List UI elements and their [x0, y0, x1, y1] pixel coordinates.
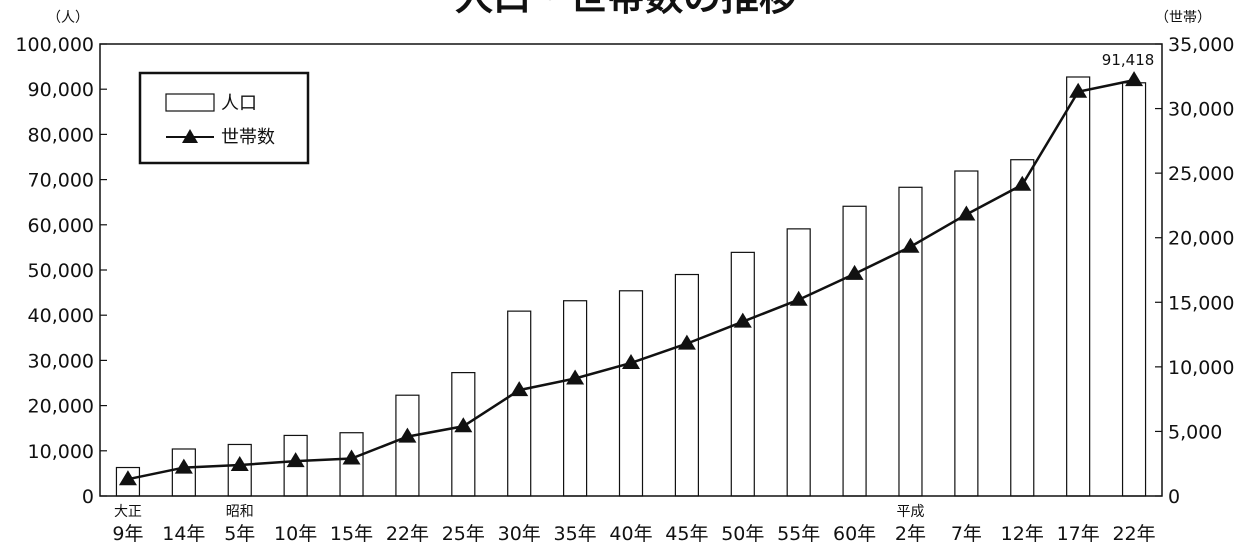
population-bar	[1066, 76, 1091, 497]
household-marker	[957, 205, 976, 221]
right-axis-unit: （世帯）	[1155, 10, 1211, 26]
left-tick-label: 70,000	[28, 170, 94, 192]
population-bar	[395, 394, 420, 497]
population-bar	[1010, 159, 1035, 497]
household-marker	[510, 381, 529, 397]
chart-title: 人口・世帯数の推移	[455, 0, 797, 19]
legend-triangle-marker	[182, 129, 198, 143]
household-marker	[286, 452, 305, 468]
population-bar	[898, 186, 923, 497]
legend-label-households: 世帯数	[221, 127, 275, 148]
household-marker	[230, 456, 249, 472]
x-tick-label: 30年	[498, 523, 541, 545]
right-tick-label: 15,000	[1168, 292, 1234, 314]
legend-bar-swatch	[165, 93, 215, 112]
household-line	[118, 71, 1144, 486]
legend-label-population: 人口	[221, 93, 257, 114]
household-marker	[677, 334, 696, 350]
x-tick-label: 14年	[162, 523, 205, 545]
population-bar	[618, 290, 644, 497]
left-axis-unit: （人）	[47, 10, 89, 26]
right-tick-label: 20,000	[1168, 228, 1234, 250]
left-tick-label: 40,000	[28, 305, 94, 327]
left-tick-label: 80,000	[28, 124, 94, 146]
x-tick-label: 35年	[554, 523, 597, 545]
population-bar	[563, 300, 588, 497]
x-tick-label: 25年	[442, 523, 485, 545]
x-tick-label: 22年	[386, 523, 429, 545]
x-tick-label: 50年	[721, 523, 764, 545]
left-tick-label: 60,000	[28, 215, 94, 237]
x-tick-label: 7年	[951, 523, 982, 545]
household-marker	[622, 353, 640, 369]
household-marker	[1013, 175, 1032, 191]
x-axis: 9年 14年 5年 10年 15年 22年 25年 30年 35年 40年 45年 50年 55年 60年…	[112, 504, 1155, 545]
household-marker	[733, 312, 752, 328]
era-label: 大正	[114, 504, 142, 520]
left-tick-label: 50,000	[28, 260, 94, 282]
x-tick-label: 17年	[1057, 523, 1100, 545]
right-tick-label: 5,000	[1168, 421, 1222, 443]
population-bars	[115, 76, 1147, 497]
left-tick-label: 0	[82, 486, 94, 508]
household-marker	[342, 449, 361, 465]
right-tick-label: 0	[1168, 486, 1180, 508]
left-tick-label: 30,000	[28, 350, 94, 372]
era-label: 平成	[896, 504, 924, 520]
population-bar	[786, 228, 811, 497]
left-tick-label: 20,000	[28, 396, 94, 418]
household-marker	[1125, 71, 1144, 87]
household-marker	[118, 470, 137, 486]
x-tick-label: 10年	[274, 523, 317, 545]
population-bar	[507, 310, 532, 497]
household-marker	[566, 369, 585, 385]
legend: 人口 世帯数	[138, 71, 310, 165]
x-tick-label: 5年	[224, 523, 255, 545]
x-tick-label: 15年	[330, 523, 373, 545]
household-marker	[845, 264, 864, 280]
household-marker	[174, 458, 193, 474]
population-bar	[842, 205, 867, 497]
x-tick-label: 12年	[1001, 523, 1044, 545]
population-bar	[1121, 82, 1147, 497]
x-tick-label: 40年	[609, 523, 652, 545]
left-tick-label: 90,000	[28, 79, 94, 101]
household-marker	[454, 417, 473, 433]
right-axis: 0 5,000 10,000 15,000 20,000 25,000 30,000 35,0…	[1155, 34, 1234, 508]
x-tick-label: 55年	[777, 523, 820, 545]
right-tick-label: 30,000	[1168, 99, 1234, 121]
x-tick-label: 9年	[112, 523, 143, 545]
household-marker	[901, 237, 920, 253]
x-tick-label: 45年	[665, 523, 708, 545]
right-tick-label: 10,000	[1168, 357, 1234, 379]
x-tick-label: 2年	[895, 523, 926, 545]
population-bar	[451, 372, 476, 497]
annotation-label: 91,418	[1102, 51, 1155, 69]
right-tick-label: 25,000	[1168, 163, 1234, 185]
population-bar	[674, 273, 699, 497]
left-tick-label: 10,000	[28, 441, 94, 463]
household-marker	[1069, 82, 1088, 98]
x-tick-label: 22年	[1112, 523, 1155, 545]
era-label: 昭和	[226, 504, 254, 520]
left-axis: 0 10,000 20,000 30,000 40,000 50,000 60,000 70,…	[15, 34, 107, 508]
legend-box	[138, 71, 310, 165]
left-tick-label: 100,000	[15, 34, 94, 56]
household-marker	[398, 427, 417, 443]
household-marker	[789, 290, 808, 306]
x-tick-label: 60年	[833, 523, 876, 545]
population-bar	[730, 251, 755, 497]
right-tick-label: 35,000	[1168, 34, 1234, 56]
